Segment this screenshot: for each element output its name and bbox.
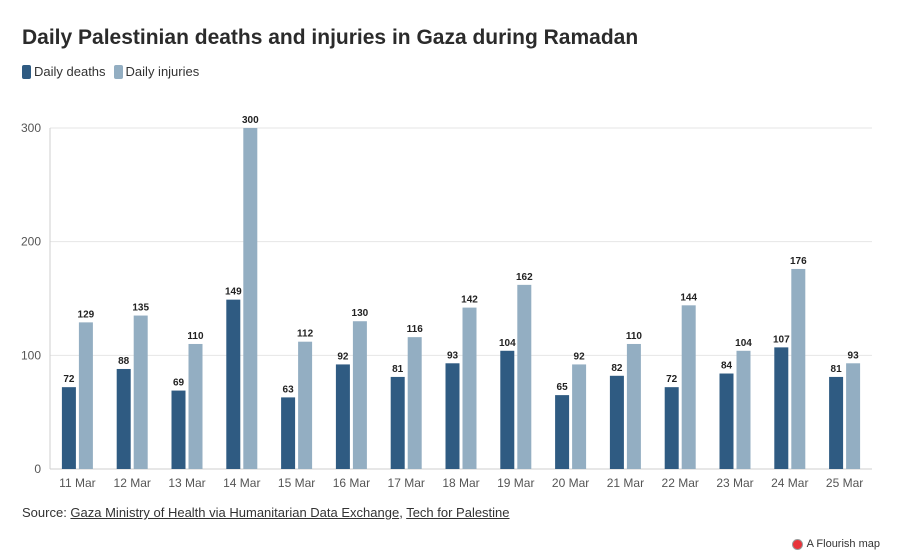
x-tick-label: 16 Mar <box>333 476 370 490</box>
bar <box>352 321 367 469</box>
data-label: 135 <box>132 303 149 314</box>
x-tick-label: 20 Mar <box>552 476 589 490</box>
x-tick-label: 21 Mar <box>607 476 644 490</box>
data-label: 65 <box>557 382 569 393</box>
data-label: 112 <box>297 329 314 340</box>
bar <box>736 350 751 469</box>
bar <box>829 376 844 469</box>
legend-item-deaths[interactable]: Daily deaths <box>22 64 106 79</box>
bar <box>281 397 296 469</box>
flourish-credit[interactable]: A Flourish map <box>791 538 880 550</box>
bar <box>572 364 587 469</box>
data-label: 93 <box>447 350 459 361</box>
bar <box>390 376 405 469</box>
data-label: 82 <box>611 363 623 374</box>
bar <box>188 343 203 469</box>
data-label: 88 <box>118 356 130 367</box>
bar <box>171 390 186 469</box>
x-tick-label: 19 Mar <box>497 476 534 490</box>
legend-swatch-deaths <box>22 64 31 79</box>
data-label: 110 <box>187 331 204 342</box>
x-tick-label: 14 Mar <box>223 476 260 490</box>
chart-title: Daily Palestinian deaths and injuries in… <box>22 26 639 49</box>
credit-label: A Flourish map <box>806 538 880 550</box>
data-label: 104 <box>735 338 752 349</box>
y-tick-label: 0 <box>34 462 41 476</box>
bar <box>298 341 313 469</box>
x-tick-label: 23 Mar <box>716 476 753 490</box>
x-tick-label: 13 Mar <box>168 476 205 490</box>
bar <box>500 350 515 469</box>
source-link-moh[interactable]: Gaza Ministry of Health via Humanitarian… <box>70 505 400 520</box>
bar <box>61 387 76 469</box>
data-label: 72 <box>63 374 75 385</box>
flourish-logo-icon <box>791 538 803 550</box>
bar <box>626 343 641 469</box>
bar <box>846 363 861 469</box>
data-label: 162 <box>516 272 533 283</box>
source-prefix: Source: <box>22 505 71 520</box>
bar <box>243 128 258 469</box>
data-label: 130 <box>352 308 369 319</box>
bar <box>555 395 570 469</box>
y-tick-label: 300 <box>21 121 41 135</box>
data-label: 93 <box>848 350 860 361</box>
data-label: 116 <box>407 324 424 335</box>
bar <box>78 322 93 469</box>
source-line: Source: Gaza Ministry of Health via Huma… <box>22 505 510 520</box>
bar <box>664 387 679 469</box>
bar <box>335 364 350 469</box>
bar <box>609 375 624 469</box>
legend: Daily deaths Daily injuries <box>22 64 199 79</box>
legend-item-injuries[interactable]: Daily injuries <box>113 64 200 79</box>
bar <box>462 307 477 469</box>
x-tick-label: 15 Mar <box>278 476 315 490</box>
data-label: 300 <box>242 115 259 126</box>
data-label: 81 <box>392 364 404 375</box>
bar <box>517 284 532 469</box>
data-label: 72 <box>666 374 678 385</box>
data-label: 176 <box>790 256 807 267</box>
data-label: 84 <box>721 361 733 372</box>
bar <box>681 305 696 469</box>
bar <box>445 363 460 469</box>
bar-chart: 0 100 200 300 72 129 11 Mar 88 135 12 Mar 69 110 13 … <box>21 115 872 490</box>
bar <box>226 299 241 469</box>
legend-label-injuries: Daily injuries <box>125 64 200 79</box>
source-separator: , <box>399 505 407 520</box>
x-tick-label: 12 Mar <box>114 476 151 490</box>
x-tick-label: 17 Mar <box>388 476 425 490</box>
bar <box>774 347 789 469</box>
bar <box>116 368 131 469</box>
x-tick-label: 22 Mar <box>662 476 699 490</box>
data-label: 149 <box>225 287 242 298</box>
x-tick-label: 24 Mar <box>771 476 808 490</box>
data-label: 144 <box>680 292 697 303</box>
y-tick-label: 100 <box>21 348 41 362</box>
data-label: 142 <box>461 295 478 306</box>
source-link-tech[interactable]: Tech for Palestine <box>406 505 510 520</box>
data-label: 81 <box>831 364 843 375</box>
data-label: 107 <box>773 334 790 345</box>
bar <box>133 315 148 469</box>
x-tick-label: 25 Mar <box>826 476 863 490</box>
data-label: 92 <box>337 351 349 362</box>
legend-swatch-injuries <box>113 64 123 79</box>
legend-label-deaths: Daily deaths <box>34 64 106 79</box>
x-tick-label: 18 Mar <box>442 476 479 490</box>
bar <box>719 373 734 469</box>
data-label: 110 <box>626 331 643 342</box>
data-label: 104 <box>499 338 516 349</box>
data-label: 63 <box>283 384 295 395</box>
bar <box>407 337 422 469</box>
y-tick-label: 200 <box>21 235 41 249</box>
data-label: 129 <box>78 309 95 320</box>
data-label: 69 <box>173 378 185 389</box>
x-tick-label: 11 Mar <box>59 476 95 490</box>
data-label: 92 <box>574 351 586 362</box>
bar <box>791 268 806 469</box>
